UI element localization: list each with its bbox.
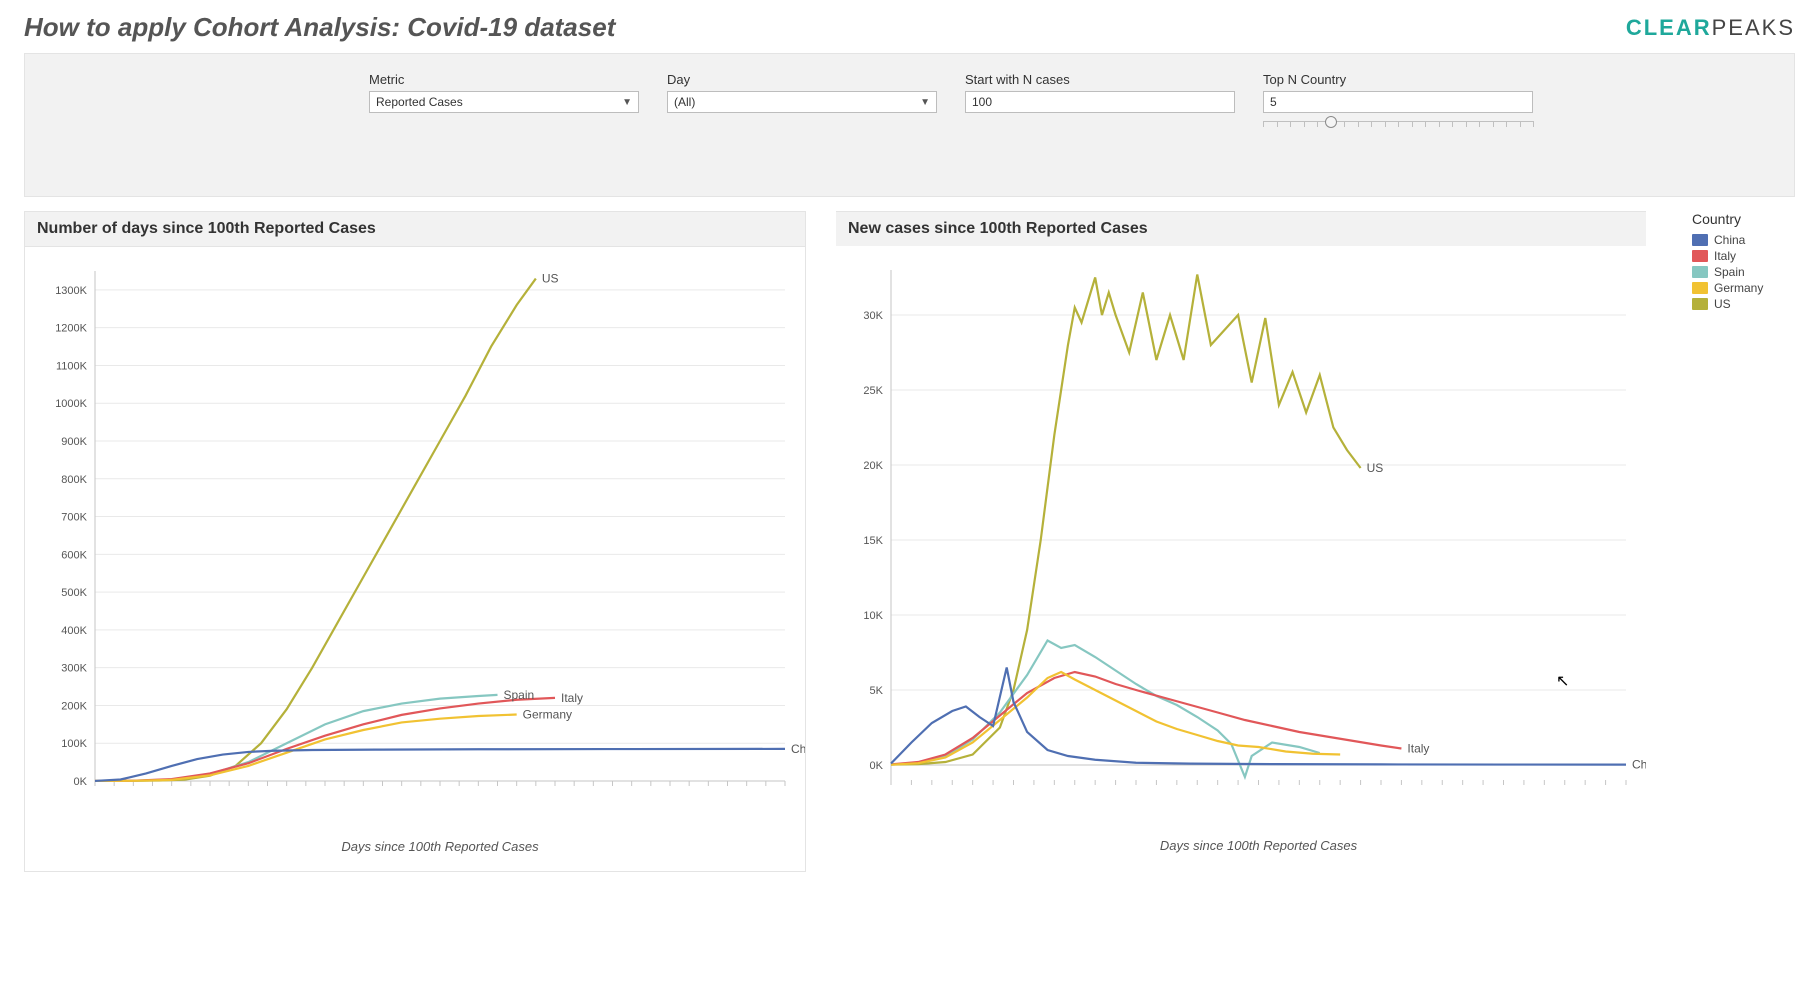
series-label: US — [542, 272, 559, 286]
svg-text:300K: 300K — [61, 663, 87, 675]
svg-text:0K: 0K — [870, 760, 884, 772]
svg-text:600K: 600K — [61, 549, 87, 561]
topn-slider[interactable] — [1263, 121, 1533, 136]
legend-swatch — [1692, 298, 1708, 310]
chart1-title: Number of days since 100th Reported Case… — [24, 211, 806, 246]
legend-item[interactable]: China — [1692, 233, 1763, 247]
legend-swatch — [1692, 266, 1708, 278]
legend-item[interactable]: US — [1692, 297, 1763, 311]
series-label: Italy — [561, 691, 583, 705]
series-label: Italy — [1407, 742, 1429, 756]
svg-text:5K: 5K — [870, 685, 884, 697]
logo-part2: PEAKS — [1712, 15, 1795, 40]
legend-title: Country — [1692, 211, 1763, 227]
svg-text:200K: 200K — [61, 700, 87, 712]
svg-text:100K: 100K — [61, 738, 87, 750]
metric-value: Reported Cases — [376, 95, 463, 109]
legend-swatch — [1692, 234, 1708, 246]
topn-value: 5 — [1270, 95, 1277, 109]
svg-text:1200K: 1200K — [55, 323, 87, 335]
svg-text:Days since 100th Reported Case: Days since 100th Reported Cases — [1160, 838, 1358, 853]
legend: Country China Italy Spain Germany US — [1692, 211, 1763, 313]
svg-text:10K: 10K — [863, 610, 883, 622]
logo-part1: CLEAR — [1626, 15, 1712, 40]
chevron-down-icon: ▼ — [920, 97, 930, 108]
legend-swatch — [1692, 250, 1708, 262]
topn-input[interactable]: 5 — [1263, 91, 1533, 113]
series-spain[interactable] — [95, 695, 498, 781]
legend-item[interactable]: Germany — [1692, 281, 1763, 295]
svg-text:500K: 500K — [61, 587, 87, 599]
slider-handle[interactable] — [1325, 116, 1337, 128]
legend-item[interactable]: Spain — [1692, 265, 1763, 279]
startn-label: Start with N cases — [965, 72, 1235, 87]
svg-text:30K: 30K — [863, 310, 883, 322]
svg-text:900K: 900K — [61, 436, 87, 448]
chart2: 0K5K10K15K20K25K30K036912151821242730333… — [836, 246, 1646, 870]
svg-text:1000K: 1000K — [55, 398, 87, 410]
legend-label: Germany — [1714, 281, 1763, 295]
metric-label: Metric — [369, 72, 639, 87]
topn-label: Top N Country — [1263, 72, 1533, 87]
day-label: Day — [667, 72, 937, 87]
chart2-title: New cases since 100th Reported Cases — [836, 211, 1646, 246]
filter-bar: Metric Reported Cases ▼ Day (All) ▼ Star… — [24, 53, 1795, 197]
page-title: How to apply Cohort Analysis: Covid-19 d… — [24, 12, 615, 43]
chart1-panel: Number of days since 100th Reported Case… — [24, 211, 806, 872]
legend-label: Spain — [1714, 265, 1745, 279]
chart1: 0K 100K 200K 300K 400K 500K 600K 700K 800K 900K 10… — [24, 246, 806, 872]
series-italy[interactable] — [891, 672, 1401, 764]
svg-text:400K: 400K — [61, 625, 87, 637]
series-label: Spain — [504, 688, 535, 702]
svg-text:800K: 800K — [61, 474, 87, 486]
series-us[interactable] — [891, 275, 1361, 765]
startn-value: 100 — [972, 95, 992, 109]
series-label: Germany — [523, 708, 572, 722]
svg-text:0K: 0K — [74, 776, 88, 788]
series-germany[interactable] — [891, 672, 1340, 765]
legend-label: US — [1714, 297, 1731, 311]
chevron-down-icon: ▼ — [622, 97, 632, 108]
svg-text:20K: 20K — [863, 460, 883, 472]
series-spain[interactable] — [891, 641, 1320, 778]
legend-item[interactable]: Italy — [1692, 249, 1763, 263]
day-dropdown[interactable]: (All) ▼ — [667, 91, 937, 113]
svg-text:700K: 700K — [61, 512, 87, 524]
svg-text:1300K: 1300K — [55, 285, 87, 297]
legend-label: Italy — [1714, 249, 1736, 263]
svg-text:1100K: 1100K — [56, 360, 88, 372]
legend-swatch — [1692, 282, 1708, 294]
chart2-panel: New cases since 100th Reported Cases 0K 5… — [836, 211, 1646, 870]
series-label: US — [1367, 461, 1384, 475]
legend-label: China — [1714, 233, 1745, 247]
svg-text:25K: 25K — [863, 385, 883, 397]
brand-logo: CLEARPEAKS — [1626, 15, 1795, 41]
metric-dropdown[interactable]: Reported Cases ▼ — [369, 91, 639, 113]
day-value: (All) — [674, 95, 695, 109]
series-china[interactable] — [891, 668, 1626, 765]
series-label: China — [1632, 758, 1646, 772]
svg-text:Days since 100th Reported Case: Days since 100th Reported Cases — [341, 839, 539, 854]
startn-input[interactable]: 100 — [965, 91, 1235, 113]
series-label: China — [791, 742, 805, 756]
svg-text:15K: 15K — [863, 535, 883, 547]
